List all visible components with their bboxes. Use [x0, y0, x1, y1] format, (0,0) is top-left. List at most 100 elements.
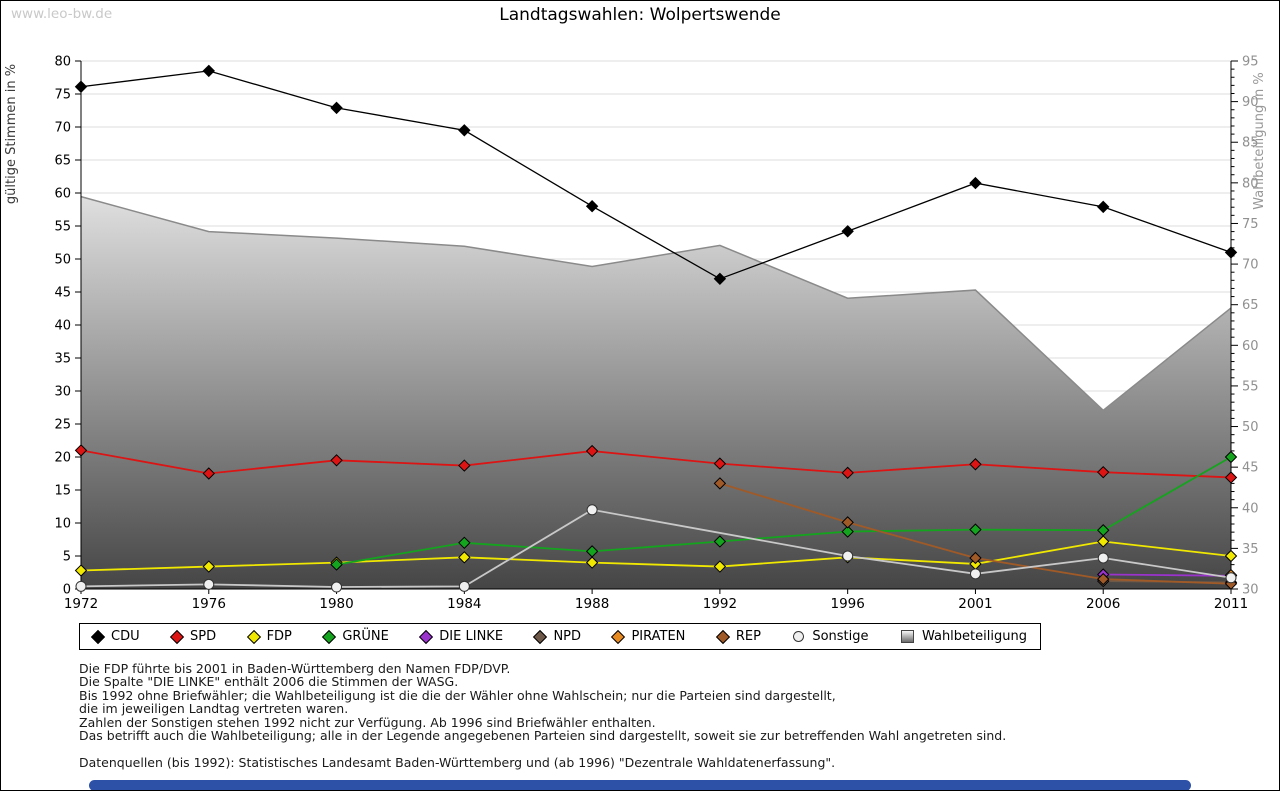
- svg-text:40: 40: [54, 319, 71, 334]
- data-point: [841, 516, 854, 529]
- series-grüne: [330, 450, 1238, 571]
- svg-text:65: 65: [54, 154, 71, 169]
- svg-text:5: 5: [63, 550, 71, 565]
- x-tick-label: 1976: [192, 596, 226, 612]
- data-point: [74, 80, 88, 93]
- footnote-line: Zahlen der Sonstigen stehen 1992 nicht z…: [79, 714, 656, 730]
- svg-text:50: 50: [54, 253, 71, 268]
- svg-text:60: 60: [1242, 339, 1259, 354]
- data-point: [713, 560, 727, 573]
- data-point: [1224, 549, 1238, 563]
- legend-item-piraten: PIRATEN: [611, 629, 686, 644]
- data-point: [585, 199, 599, 213]
- legend-marker-die-linke: [419, 629, 434, 644]
- x-tick-label: 2006: [1086, 596, 1120, 612]
- svg-text:80: 80: [54, 55, 71, 70]
- data-point: [841, 225, 854, 238]
- data-point: [713, 477, 727, 490]
- legend-label: Sonstige: [812, 629, 869, 644]
- series-spd: [74, 444, 1238, 484]
- svg-text:60: 60: [54, 187, 71, 202]
- svg-text:10: 10: [54, 517, 71, 532]
- data-point: [969, 568, 981, 580]
- data-point: [202, 467, 215, 480]
- svg-text:20: 20: [54, 451, 71, 466]
- svg-text:55: 55: [1242, 379, 1259, 394]
- footnote-line: Datenquellen (bis 1992): Statistisches L…: [79, 754, 836, 770]
- data-point: [969, 523, 982, 536]
- election-line-chart: 0 5 10 15 20 25 30 35 40 45 50 55 60 65 70 75 80 30 35 40 45…: [4, 55, 1267, 613]
- legend-item-cdu: CDU: [90, 629, 140, 644]
- axes: 0 5 10 15 20 25 30 35 40 45 50 55 60 65 70 75 80 30 35 40 45…: [4, 55, 1267, 613]
- legend-label: SPD: [190, 629, 217, 644]
- x-tick-label: 1988: [575, 596, 609, 612]
- legend-marker-spd: [169, 629, 185, 644]
- footnote-line: Bis 1992 ohne Briefwähler; die Wahlbetei…: [79, 687, 836, 703]
- data-point: [202, 64, 215, 78]
- data-point: [458, 536, 471, 550]
- legend-item-sonstige: Sonstige: [793, 629, 869, 644]
- data-point: [1097, 572, 1110, 586]
- legend-label: PIRATEN: [631, 629, 686, 644]
- data-point: [585, 545, 599, 558]
- svg-text:50: 50: [1242, 420, 1259, 435]
- data-point: [1224, 471, 1238, 484]
- footnote-line: [79, 742, 1006, 755]
- svg-text:95: 95: [1242, 55, 1259, 70]
- svg-text:35: 35: [1242, 542, 1259, 557]
- svg-text:40: 40: [1242, 501, 1259, 516]
- legend-label: Wahlbeteiligung: [921, 629, 1027, 644]
- legend-item-die-linke: DIE LINKE: [419, 629, 503, 644]
- legend-item-rep: REP: [715, 629, 761, 644]
- legend-label: NPD: [553, 629, 582, 644]
- legend-marker-grüne: [322, 629, 337, 644]
- svg-text:80: 80: [1242, 176, 1259, 191]
- series-sonstige: [75, 504, 1237, 593]
- data-point: [969, 458, 982, 471]
- data-point: [331, 581, 343, 593]
- legend-item-fdp: FDP: [246, 629, 292, 644]
- data-point: [1225, 572, 1237, 584]
- legend-label: CDU: [111, 629, 140, 644]
- legend-marker-cdu: [90, 629, 106, 644]
- chart-footnotes: Die FDP führte bis 2001 in Baden-Württem…: [79, 662, 1006, 770]
- data-point: [585, 444, 599, 458]
- data-point: [458, 551, 471, 564]
- right-axis-title: Wahlbeteiligung in %: [1252, 72, 1267, 209]
- data-point: [1097, 552, 1109, 564]
- svg-text:25: 25: [54, 418, 71, 433]
- data-point: [330, 558, 343, 571]
- chart-legend: CDU SPD FDP GRÜNE DIE LINKE NPD PIRATEN REP Sons…: [79, 623, 1041, 650]
- data-point: [841, 466, 854, 480]
- legend-label: GRÜNE: [342, 629, 389, 644]
- x-tick-label: 1992: [703, 596, 737, 612]
- horizontal-scrollbar-thumb[interactable]: [89, 780, 1191, 790]
- svg-text:0: 0: [63, 583, 71, 598]
- svg-text:45: 45: [1242, 461, 1259, 476]
- legend-item-wahlbeteiligung: Wahlbeteiligung: [900, 629, 1027, 644]
- x-tick-label: 2011: [1214, 596, 1248, 612]
- series-rep: [713, 477, 1238, 590]
- watermark-url: www.leo-bw.de: [11, 6, 113, 22]
- svg-text:75: 75: [54, 88, 71, 103]
- data-point: [713, 457, 727, 470]
- data-point: [74, 564, 88, 577]
- series-wahlbeteiligung-area: [80, 195, 1232, 589]
- data-point: [203, 578, 215, 590]
- svg-text:90: 90: [1242, 95, 1259, 110]
- page-title: Landtagswahlen: Wolpertswende: [499, 5, 781, 25]
- data-point: [330, 101, 343, 115]
- data-point: [969, 551, 982, 565]
- footnote-line: Die Spalte "DIE LINKE" enthält 2006 die …: [79, 674, 459, 690]
- data-point: [330, 454, 343, 467]
- data-point: [458, 124, 471, 137]
- footnote-line: die im jeweiligen Landtag vertreten ware…: [79, 701, 349, 717]
- x-tick-label: 2001: [958, 596, 992, 612]
- svg-text:70: 70: [1242, 258, 1259, 273]
- data-point: [713, 535, 727, 548]
- left-axis-title: gültige Stimmen in %: [4, 64, 19, 204]
- series-cdu: [74, 64, 1238, 286]
- legend-marker-sonstige: [793, 631, 805, 642]
- legend-marker-npd: [533, 629, 548, 644]
